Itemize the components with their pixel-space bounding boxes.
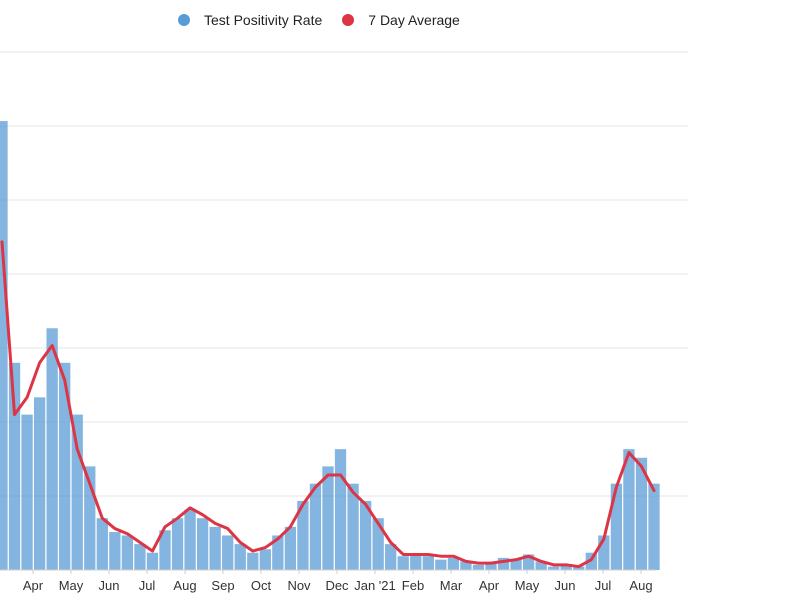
bar [121, 535, 134, 570]
x-tick-label: Jun [99, 578, 120, 593]
x-tick-label: Feb [402, 578, 424, 593]
bar [347, 483, 359, 570]
bar [33, 397, 46, 570]
bar [71, 414, 83, 570]
bar [334, 449, 347, 570]
x-axis: Apr May Jun Jul Aug Sep Oct Nov Dec Jan '21 Feb Mar… [0, 569, 656, 593]
bar [447, 557, 460, 570]
bars-group [0, 121, 660, 571]
bar [209, 526, 221, 570]
bar [598, 535, 610, 570]
x-tick-label: Nov [287, 578, 311, 593]
bar [322, 466, 334, 570]
legend-dot-7-day-average [342, 14, 355, 26]
bar [0, 121, 8, 571]
bar [297, 500, 309, 570]
bar [59, 362, 71, 570]
bar [171, 518, 184, 570]
bar [610, 483, 623, 570]
bar [222, 535, 234, 570]
legend-item-7-day-average[interactable]: 7 Day Average [342, 12, 460, 28]
bar [535, 561, 547, 570]
bar [385, 544, 397, 570]
bar [184, 509, 196, 570]
bar [435, 559, 447, 570]
bar [460, 561, 472, 570]
bar [272, 535, 284, 570]
bar [623, 449, 635, 570]
bar [46, 328, 58, 570]
x-tick-label: Jul [139, 578, 156, 593]
x-tick-label: Sep [211, 578, 234, 593]
bar [372, 518, 384, 570]
bar [21, 414, 33, 570]
bar [497, 557, 510, 570]
x-tick-label: Apr [23, 578, 44, 593]
bar [109, 532, 121, 570]
bar [522, 554, 535, 570]
series-line-7-day-average [0, 240, 656, 569]
bar [560, 564, 572, 570]
bar [84, 466, 96, 570]
bar [410, 554, 422, 570]
x-tick-label: Apr [479, 578, 500, 593]
bar [8, 362, 21, 570]
bar [196, 518, 209, 570]
bar [234, 544, 246, 570]
bar [159, 530, 171, 570]
bar [96, 518, 108, 570]
bar [259, 549, 271, 570]
bar [548, 566, 560, 570]
x-tick-label: Jan '21 [354, 578, 396, 593]
bar [485, 563, 497, 570]
x-tick-label: Jun [555, 578, 576, 593]
grid-lines [0, 51, 688, 497]
bar [635, 457, 648, 570]
bar [422, 556, 434, 570]
legend-label-test-positivity-rate: Test Positivity Rate [204, 12, 323, 28]
bar [510, 559, 522, 570]
x-tick-label: Dec [325, 578, 349, 593]
bar [359, 500, 372, 570]
bar [648, 483, 660, 570]
bar [573, 566, 585, 570]
x-tick-label: Oct [251, 578, 272, 593]
x-tick-label: Mar [440, 578, 463, 593]
x-tick-label: Jul [595, 578, 612, 593]
x-tick-label: Aug [173, 578, 196, 593]
bar [247, 552, 259, 570]
x-tick-label: Aug [629, 578, 652, 593]
legend-dot-test-positivity-rate [178, 14, 190, 26]
legend-item-test-positivity-rate[interactable]: Test Positivity Rate [178, 12, 322, 28]
x-tick-label: May [59, 578, 84, 593]
chart-legend: Test Positivity Rate 7 Day Average [0, 8, 800, 32]
bar [134, 544, 146, 570]
bar [284, 526, 297, 570]
legend-label-7-day-average: 7 Day Average [368, 12, 460, 28]
x-tick-label: May [515, 578, 540, 593]
bar [397, 556, 409, 570]
bar [585, 552, 597, 570]
bar [146, 552, 159, 570]
bar [472, 564, 485, 570]
bar [309, 483, 322, 570]
